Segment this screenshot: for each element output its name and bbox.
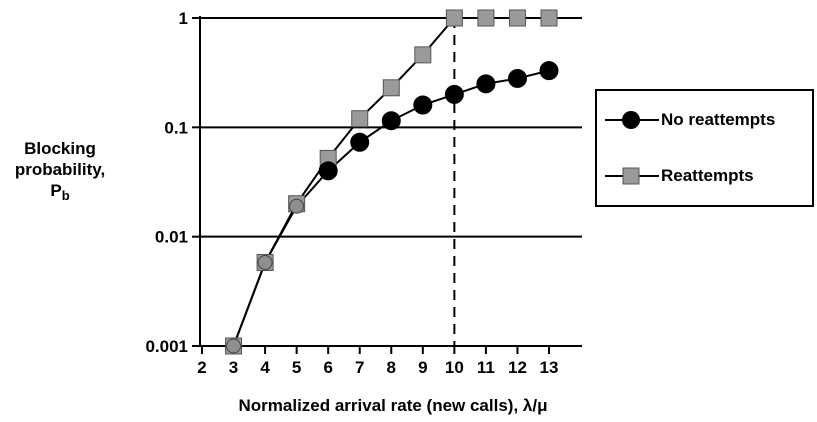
y-axis-label-symbol: Pb — [50, 181, 70, 203]
reattempts-point — [540, 9, 558, 27]
reattempts-point — [414, 46, 432, 64]
y-axis-label: Blocking probability, Pb — [0, 138, 120, 206]
x-tick-label: 5 — [292, 358, 301, 377]
legend-marker-circle — [605, 111, 659, 129]
x-tick-label: 6 — [323, 358, 332, 377]
no-reattempts-point — [444, 84, 464, 104]
x-tick-label: 12 — [508, 358, 527, 377]
legend: No reattempts Reattempts — [595, 89, 814, 207]
no-reattempts-point — [226, 338, 242, 354]
reattempts-point — [351, 110, 369, 128]
y-tick-label: 0.01 — [155, 228, 188, 247]
y-tick-label: 0.001 — [145, 337, 188, 356]
y-axis-label-subscript: b — [61, 188, 70, 203]
y-axis-label-line-2: probability, — [14, 160, 106, 179]
x-tick-label: 10 — [445, 358, 464, 377]
x-tick-label: 7 — [355, 358, 364, 377]
legend-item-reattempts: Reattempts — [597, 161, 812, 191]
x-tick-label: 13 — [540, 358, 559, 377]
reattempts-point — [508, 9, 526, 27]
y-tick-label: 1 — [179, 9, 188, 28]
no-reattempts-point — [413, 95, 433, 115]
x-tick-label: 3 — [229, 358, 238, 377]
x-tick-label: 2 — [197, 358, 206, 377]
y-axis-label-line-1: Blocking — [24, 139, 96, 158]
no-reattempts-point — [318, 161, 338, 181]
no-reattempts-point — [350, 132, 370, 152]
series-line-reattempts — [232, 17, 549, 347]
no-reattempts-point — [257, 255, 273, 271]
no-reattempts-point — [381, 111, 401, 131]
reattempts-point — [477, 9, 495, 27]
legend-label-no-reattempts: No reattempts — [661, 110, 776, 129]
no-reattempts-point — [507, 68, 527, 88]
x-tick-label: 11 — [477, 358, 495, 377]
x-tick-label: 9 — [418, 358, 427, 377]
legend-marker-square — [605, 167, 659, 185]
legend-label-reattempts: Reattempts — [661, 166, 754, 185]
y-tick-label: 0.1 — [164, 118, 188, 137]
x-tick-label: 4 — [260, 358, 270, 377]
reattempts-point — [382, 79, 400, 97]
no-reattempts-point — [476, 74, 496, 94]
reattempts-point — [445, 9, 463, 27]
x-axis-label: Normalized arrival rate (new calls), λ/μ — [239, 396, 548, 415]
no-reattempts-point — [289, 198, 305, 214]
no-reattempts-point — [539, 61, 559, 81]
x-tick-label: 8 — [387, 358, 396, 377]
legend-item-no-reattempts: No reattempts — [597, 105, 812, 135]
